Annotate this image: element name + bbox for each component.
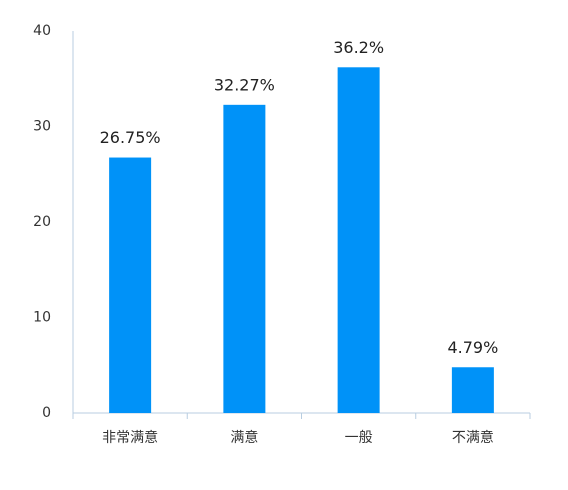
x-tick-label: 非常满意 [102, 429, 158, 446]
y-tick-label: 10 [33, 310, 51, 326]
x-tick-label: 满意 [230, 429, 258, 446]
y-tick-label: 30 [33, 119, 51, 135]
value-label: 4.79% [447, 338, 498, 357]
bar [451, 367, 494, 413]
x-tick-label: 一般 [345, 430, 373, 446]
y-tick-label: 0 [42, 405, 51, 421]
value-label: 32.27% [214, 75, 275, 94]
value-label: 26.75% [100, 128, 161, 147]
y-tick-label: 40 [33, 23, 51, 39]
x-tick-label: 不满意 [452, 429, 494, 446]
bar [223, 104, 266, 413]
y-tick-label: 20 [33, 214, 51, 230]
bar [109, 157, 152, 413]
bar [337, 67, 380, 413]
value-label: 36.2% [333, 38, 384, 57]
